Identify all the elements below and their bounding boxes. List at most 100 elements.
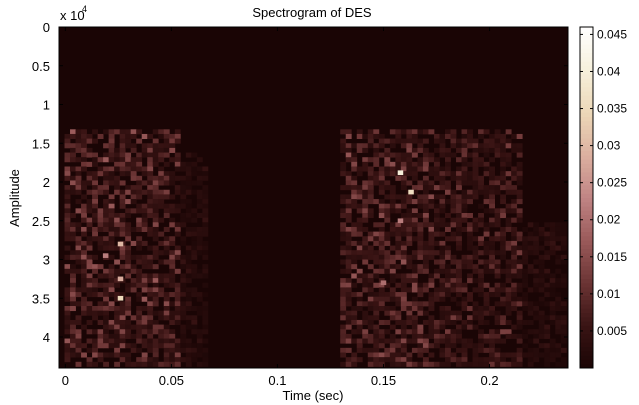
- heatmap-cell: [378, 352, 385, 358]
- heatmap-cell: [125, 152, 132, 158]
- heatmap-cell: [378, 203, 385, 209]
- heatmap-cell: [130, 287, 137, 293]
- heatmap-cell: [152, 361, 159, 367]
- heatmap-cell: [92, 236, 98, 242]
- heatmap-cell: [141, 338, 148, 344]
- heatmap-cell: [196, 226, 203, 232]
- heatmap-cell: [461, 338, 468, 344]
- heatmap-cell: [196, 310, 203, 316]
- heatmap-cell: [450, 259, 457, 265]
- heatmap-cell: [158, 180, 165, 186]
- heatmap-cell: [152, 324, 159, 330]
- heatmap-cell: [433, 217, 440, 223]
- heatmap-cell: [489, 245, 496, 251]
- heatmap-cell: [467, 292, 473, 298]
- heatmap-cell: [560, 273, 567, 279]
- heatmap-cell: [119, 343, 126, 349]
- heatmap-cell: [130, 161, 137, 167]
- heatmap-cell: [202, 273, 209, 279]
- heatmap-cell: [114, 296, 121, 302]
- heatmap-cell: [141, 264, 148, 270]
- heatmap-cell: [373, 180, 380, 186]
- heatmap-cell: [467, 226, 473, 232]
- heatmap-cell: [345, 259, 352, 265]
- x-tick-label: 0.05: [159, 373, 184, 388]
- colorbar-segment: [580, 82, 593, 88]
- heatmap-cell: [511, 185, 518, 191]
- heatmap-cell: [114, 166, 121, 172]
- heatmap-cell: [500, 138, 507, 144]
- colorbar-segment: [580, 316, 593, 322]
- heatmap-cell: [378, 138, 385, 144]
- heatmap-cell: [456, 203, 462, 209]
- heatmap-cell: [180, 343, 187, 349]
- heatmap-cell: [351, 194, 358, 200]
- heatmap-cell: [538, 352, 545, 358]
- colorbar-segment: [580, 235, 593, 241]
- heatmap-cell: [174, 231, 181, 237]
- heatmap-cell: [400, 282, 407, 288]
- heatmap-cell: [500, 226, 507, 232]
- heatmap-cell: [555, 231, 562, 237]
- heatmap-cell: [417, 310, 424, 316]
- heatmap-cell: [141, 324, 148, 330]
- heatmap-cell: [191, 226, 198, 232]
- heatmap-cell: [417, 157, 424, 163]
- heatmap-cell: [345, 282, 352, 288]
- heatmap-cell: [549, 310, 556, 316]
- heatmap-cell: [64, 217, 71, 223]
- heatmap-cell: [163, 338, 170, 344]
- heatmap-cell: [428, 152, 435, 158]
- heatmap-cell: [75, 361, 82, 367]
- heatmap-cell: [516, 208, 523, 214]
- heatmap-cell: [119, 166, 126, 172]
- heatmap-cell: [191, 245, 198, 251]
- heatmap-cell: [196, 338, 203, 344]
- heatmap-cell: [533, 245, 540, 251]
- heatmap-cell: [108, 194, 115, 200]
- heatmap-cell: [147, 254, 154, 260]
- heatmap-cell: [191, 231, 198, 237]
- heatmap-cell: [152, 217, 159, 223]
- heatmap-cell: [103, 352, 110, 358]
- heatmap-cell: [489, 185, 496, 191]
- heatmap-cell: [75, 133, 82, 139]
- heatmap-cell: [560, 254, 567, 260]
- heatmap-cell: [489, 203, 496, 209]
- heatmap-cell: [538, 259, 545, 265]
- heatmap-cell: [345, 268, 352, 274]
- heatmap-cell: [362, 217, 369, 223]
- heatmap-cell: [373, 231, 380, 237]
- heatmap-cell: [417, 343, 424, 349]
- heatmap-cell: [86, 338, 93, 344]
- heatmap-cell: [527, 250, 534, 256]
- heatmap-cell: [114, 217, 121, 223]
- heatmap-cell: [191, 329, 198, 335]
- heatmap-cell: [174, 357, 181, 363]
- heatmap-cell: [522, 352, 529, 358]
- heatmap-cell: [433, 171, 440, 177]
- colorbar-segment: [580, 278, 593, 284]
- heatmap-cell: [522, 236, 529, 242]
- heatmap-cell: [202, 306, 209, 312]
- heatmap-cell: [125, 226, 132, 232]
- heatmap-cell: [472, 310, 479, 316]
- heatmap-cell: [384, 180, 391, 186]
- heatmap-cell: [400, 301, 407, 307]
- heatmap-cell: [147, 259, 154, 265]
- heatmap-cell: [478, 343, 484, 349]
- heatmap-cell: [489, 166, 496, 172]
- heatmap-cell: [75, 352, 82, 358]
- heatmap-cell: [555, 324, 562, 330]
- heatmap-cell: [456, 333, 462, 339]
- heatmap-cell: [147, 157, 154, 163]
- heatmap-cell: [152, 152, 159, 158]
- heatmap-cell: [461, 147, 468, 153]
- heatmap-cell: [345, 236, 352, 242]
- heatmap-cell: [136, 282, 143, 288]
- heatmap-cell: [400, 194, 407, 200]
- heatmap-cell: [147, 180, 154, 186]
- heatmap-cell: [103, 199, 110, 205]
- heatmap-cell: [345, 217, 352, 223]
- heatmap-cell: [125, 129, 132, 135]
